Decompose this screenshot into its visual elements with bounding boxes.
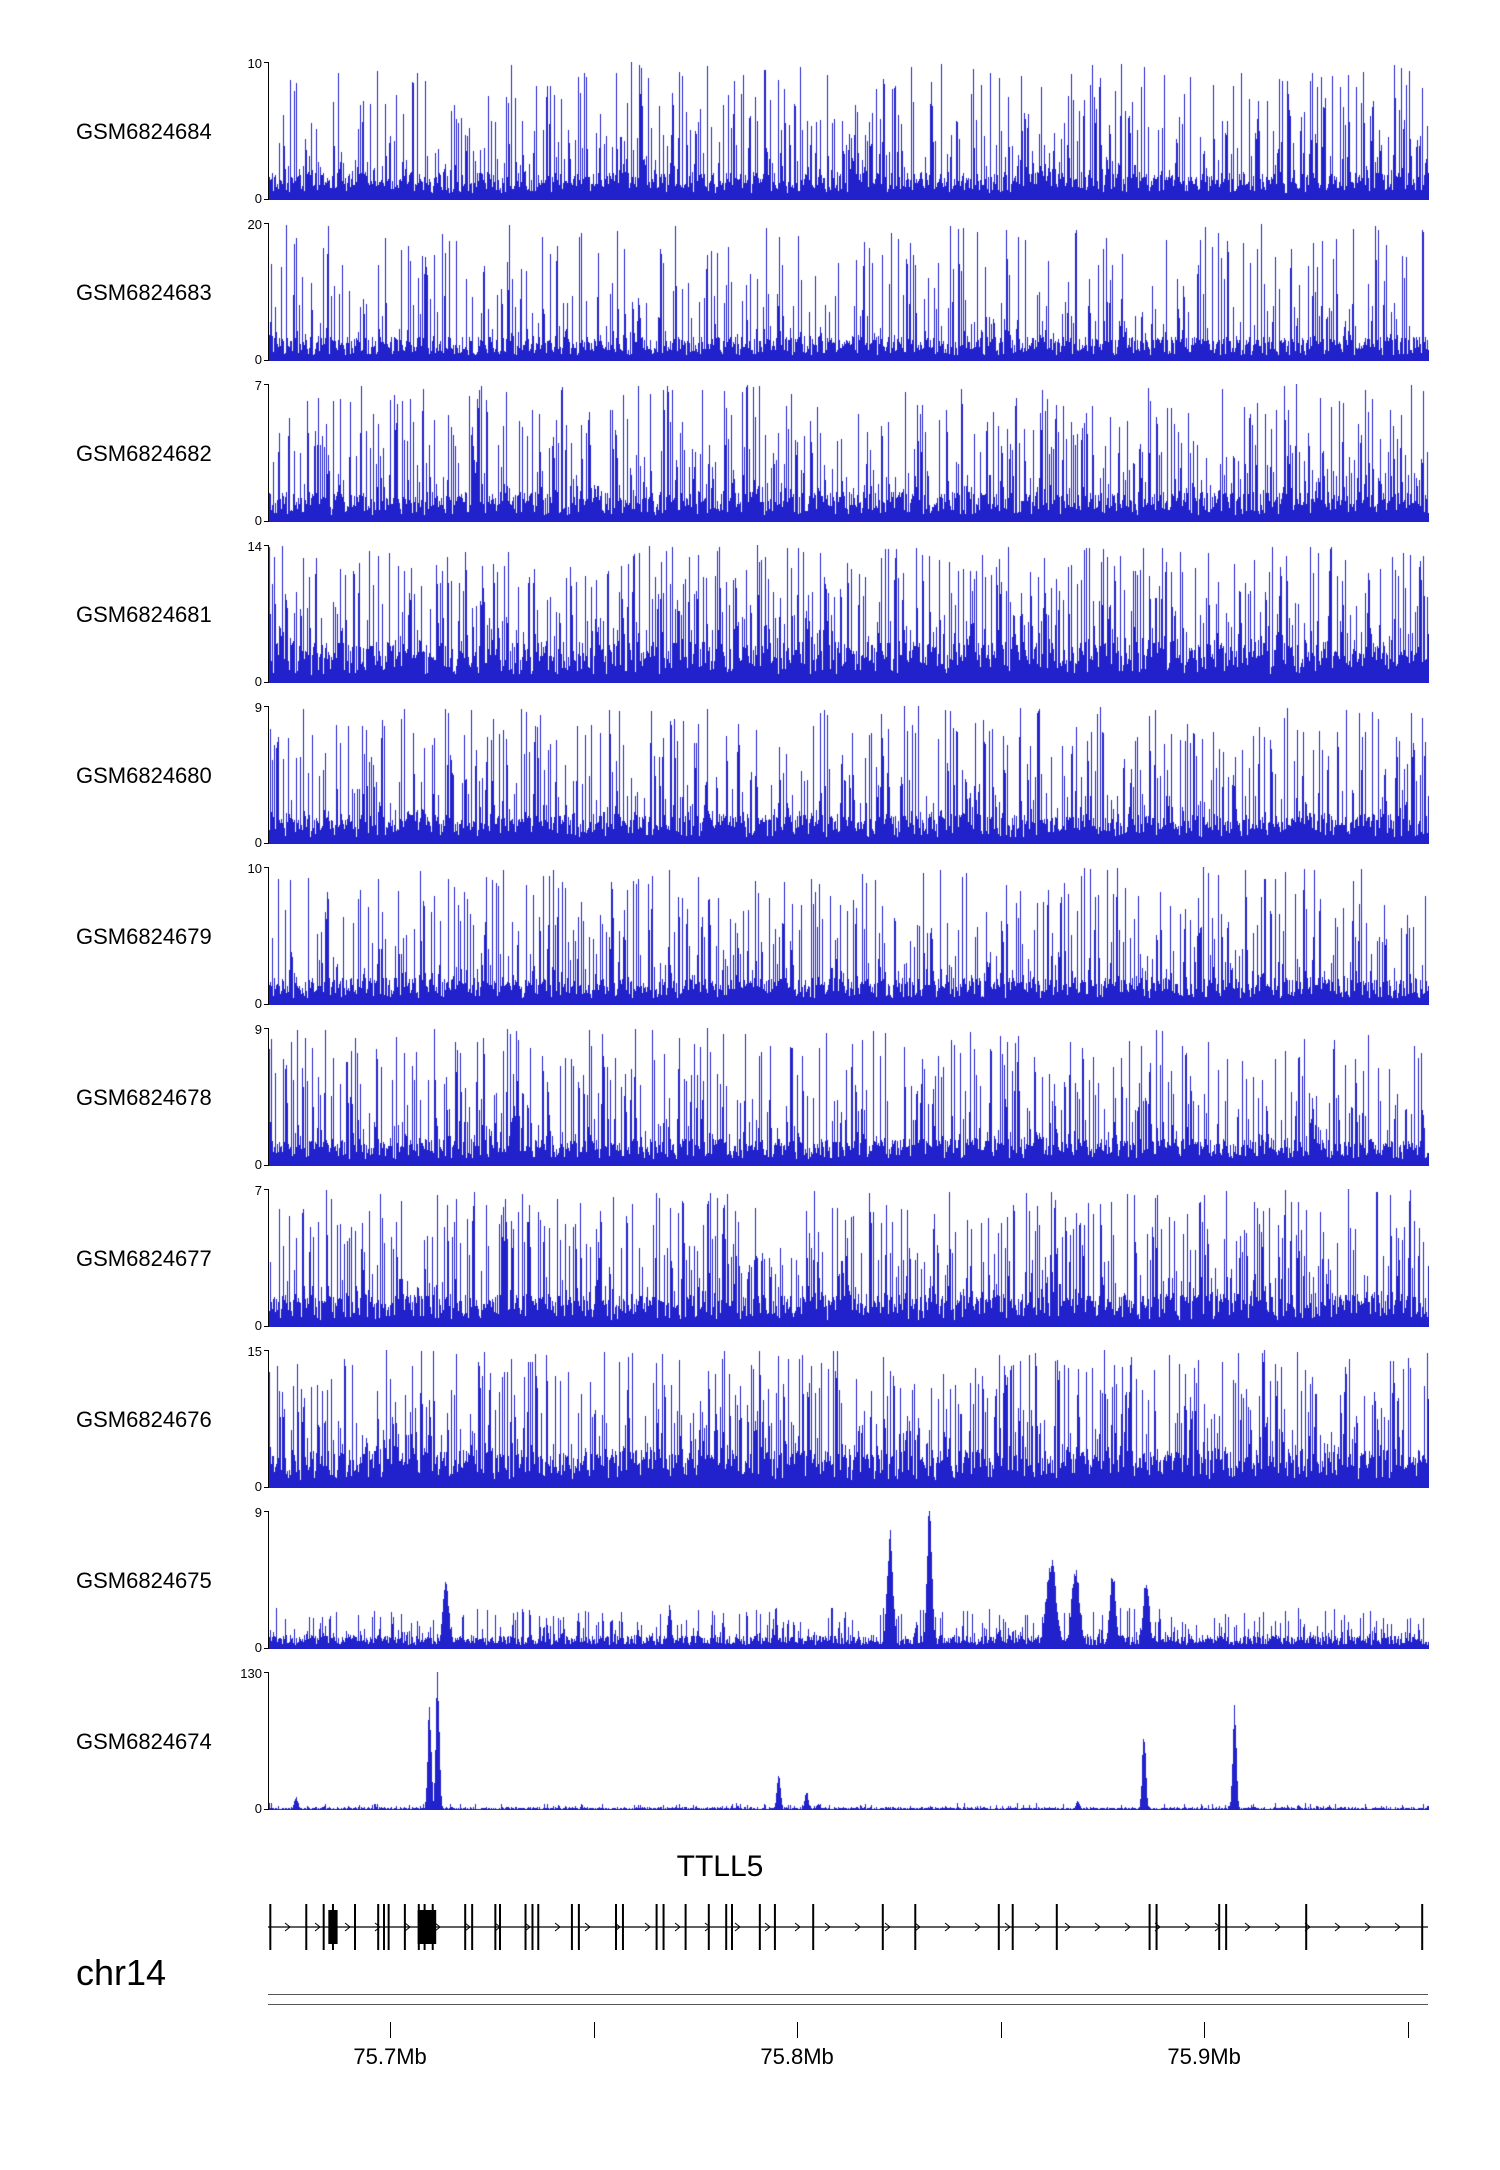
track-plot: 9 0 — [255, 1506, 1429, 1654]
track-row: GSM6824681 14 0 — [0, 540, 1500, 706]
track-row: GSM6824682 7 0 — [0, 379, 1500, 545]
track-plot: 15 0 — [248, 1345, 1429, 1493]
track-yzero-label: 0 — [254, 1318, 262, 1333]
track-label: GSM6824677 — [76, 1246, 212, 1271]
track-yzero-label: 0 — [254, 191, 262, 206]
track-ymax-label: 9 — [254, 1505, 262, 1520]
coverage-signal-canvas — [269, 706, 1429, 844]
coverage-signal-canvas — [269, 223, 1429, 361]
track-ymax-label: 10 — [247, 861, 262, 876]
track-plot: 9 0 — [255, 1023, 1429, 1171]
track-ymax-label: 20 — [247, 217, 262, 232]
gene-model — [268, 1904, 1428, 1950]
track-yzero-label: 0 — [254, 1479, 262, 1494]
track-label: GSM6824675 — [76, 1568, 212, 1593]
track-label: GSM6824684 — [76, 119, 212, 144]
track-row: GSM6824678 9 0 — [0, 1023, 1500, 1189]
track-plot: 130 0 — [240, 1667, 1429, 1815]
track-ymax-label: 7 — [254, 378, 262, 393]
track-yzero-label: 0 — [254, 513, 262, 528]
track-ymax-label: 14 — [247, 539, 262, 554]
track-yzero-label: 0 — [254, 996, 262, 1011]
coverage-signal-canvas — [269, 62, 1429, 200]
track-plot: 14 0 — [248, 540, 1429, 688]
axis-tick — [1000, 2022, 1002, 2038]
track-yzero-label: 0 — [254, 835, 262, 850]
track-ymax-label: 10 — [247, 56, 262, 71]
track-label: GSM6824683 — [76, 280, 212, 305]
track-row: GSM6824675 9 0 — [0, 1506, 1500, 1672]
axis-tick — [1204, 2022, 1206, 2038]
track-plot: 20 0 — [248, 218, 1429, 366]
track-yzero-label: 0 — [254, 352, 262, 367]
track-label: GSM6824679 — [76, 924, 212, 949]
scale-bar — [268, 1994, 1428, 2005]
track-label: GSM6824676 — [76, 1407, 212, 1432]
coverage-signal-canvas — [269, 1189, 1429, 1327]
track-ymax-label: 130 — [240, 1666, 262, 1681]
coverage-signal-canvas — [269, 1350, 1429, 1488]
track-yzero-label: 0 — [254, 1801, 262, 1816]
coverage-signal-canvas — [269, 384, 1429, 522]
track-label: GSM6824674 — [76, 1729, 212, 1754]
track-row: GSM6824679 10 0 — [0, 862, 1500, 1028]
axis-tick-label: 75.8Mb — [760, 2044, 834, 2069]
track-plot: 7 0 — [255, 379, 1429, 527]
track-label: GSM6824680 — [76, 763, 212, 788]
coverage-signal-canvas — [269, 1672, 1429, 1810]
track-row: GSM6824674 130 0 — [0, 1667, 1500, 1833]
track-label: GSM6824682 — [76, 441, 212, 466]
coverage-tracks: GSM6824684 10 0 GSM6824683 20 0 GSM68246… — [0, 57, 1500, 1833]
track-label: GSM6824681 — [76, 602, 212, 627]
track-row: GSM6824680 9 0 — [0, 701, 1500, 867]
axis-tick — [593, 2022, 595, 2038]
axis-tick — [390, 2022, 392, 2038]
track-label: GSM6824678 — [76, 1085, 212, 1110]
track-ymax-label: 15 — [247, 1344, 262, 1359]
track-row: GSM6824676 15 0 — [0, 1345, 1500, 1511]
gene-name-label: TTLL5 — [676, 1850, 764, 1883]
axis-tick-label: 75.7Mb — [353, 2044, 427, 2069]
track-ymax-label: 9 — [254, 1022, 262, 1037]
axis-tick — [1407, 2022, 1409, 2038]
coverage-signal-canvas — [269, 1028, 1429, 1166]
coverage-signal-canvas — [269, 545, 1429, 683]
track-ymax-label: 7 — [254, 1183, 262, 1198]
chromosome-label: chr14 — [76, 1952, 167, 1993]
track-yzero-label: 0 — [254, 674, 262, 689]
axis-tick-label: 75.9Mb — [1167, 2044, 1241, 2069]
coverage-signal-canvas — [269, 867, 1429, 1005]
track-yzero-label: 0 — [254, 1640, 262, 1655]
track-plot: 9 0 — [255, 701, 1429, 849]
track-ymax-label: 9 — [254, 700, 262, 715]
track-yzero-label: 0 — [254, 1157, 262, 1172]
axis-tick — [797, 2022, 799, 2038]
track-row: GSM6824683 20 0 — [0, 218, 1500, 384]
track-plot: 10 0 — [248, 862, 1429, 1010]
genomic-axis: 75.7Mb 75.8Mb 75.9Mb — [268, 2022, 1428, 2102]
coverage-signal-canvas — [269, 1511, 1429, 1649]
track-row: GSM6824677 7 0 — [0, 1184, 1500, 1350]
track-plot: 10 0 — [248, 57, 1429, 205]
track-plot: 7 0 — [255, 1184, 1429, 1332]
track-row: GSM6824684 10 0 — [0, 57, 1500, 223]
